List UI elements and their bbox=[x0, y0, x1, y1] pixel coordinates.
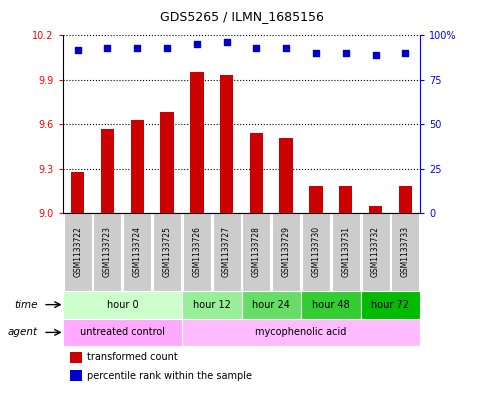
Point bbox=[74, 46, 82, 53]
Text: GSM1133725: GSM1133725 bbox=[163, 226, 171, 277]
Text: GSM1133728: GSM1133728 bbox=[252, 226, 261, 277]
FancyBboxPatch shape bbox=[272, 213, 300, 291]
Text: hour 72: hour 72 bbox=[371, 299, 410, 310]
Bar bbox=[182, 318, 420, 346]
FancyBboxPatch shape bbox=[362, 213, 389, 291]
FancyBboxPatch shape bbox=[302, 213, 330, 291]
Point bbox=[133, 45, 141, 51]
Text: agent: agent bbox=[8, 327, 38, 338]
Point bbox=[372, 52, 380, 58]
Bar bbox=[242, 291, 301, 318]
Bar bbox=[70, 352, 83, 363]
Text: GSM1133732: GSM1133732 bbox=[371, 226, 380, 277]
Bar bbox=[369, 206, 382, 213]
Bar bbox=[301, 291, 361, 318]
Point bbox=[193, 41, 201, 48]
Bar bbox=[309, 186, 323, 213]
Text: percentile rank within the sample: percentile rank within the sample bbox=[87, 371, 252, 381]
Text: transformed count: transformed count bbox=[87, 352, 178, 362]
Text: hour 24: hour 24 bbox=[252, 299, 290, 310]
FancyBboxPatch shape bbox=[94, 213, 121, 291]
FancyBboxPatch shape bbox=[123, 213, 151, 291]
Bar bbox=[63, 291, 182, 318]
Point bbox=[401, 50, 409, 56]
Point bbox=[223, 39, 230, 46]
Text: hour 12: hour 12 bbox=[193, 299, 231, 310]
Text: hour 0: hour 0 bbox=[107, 299, 138, 310]
Bar bbox=[70, 370, 83, 381]
Bar bbox=[182, 291, 242, 318]
FancyBboxPatch shape bbox=[213, 213, 241, 291]
Text: untreated control: untreated control bbox=[80, 327, 165, 338]
Text: GSM1133723: GSM1133723 bbox=[103, 226, 112, 277]
Bar bbox=[101, 129, 114, 213]
Bar bbox=[339, 186, 353, 213]
Point bbox=[104, 45, 112, 51]
Bar bbox=[130, 120, 144, 213]
Text: GSM1133729: GSM1133729 bbox=[282, 226, 291, 277]
FancyBboxPatch shape bbox=[183, 213, 211, 291]
Text: time: time bbox=[14, 299, 38, 310]
Text: GSM1133726: GSM1133726 bbox=[192, 226, 201, 277]
Text: mycophenolic acid: mycophenolic acid bbox=[256, 327, 347, 338]
Text: GDS5265 / ILMN_1685156: GDS5265 / ILMN_1685156 bbox=[159, 10, 324, 23]
Text: GSM1133722: GSM1133722 bbox=[73, 226, 82, 277]
FancyBboxPatch shape bbox=[242, 213, 270, 291]
FancyBboxPatch shape bbox=[64, 213, 92, 291]
Bar bbox=[280, 138, 293, 213]
FancyBboxPatch shape bbox=[391, 213, 419, 291]
FancyBboxPatch shape bbox=[332, 213, 360, 291]
Text: GSM1133731: GSM1133731 bbox=[341, 226, 350, 277]
Point bbox=[253, 45, 260, 51]
Point bbox=[282, 45, 290, 51]
Bar bbox=[398, 186, 412, 213]
Bar bbox=[250, 133, 263, 213]
Bar bbox=[71, 172, 85, 213]
Bar bbox=[190, 72, 203, 213]
Text: GSM1133730: GSM1133730 bbox=[312, 226, 320, 277]
Bar bbox=[160, 112, 174, 213]
Text: hour 48: hour 48 bbox=[312, 299, 350, 310]
Bar bbox=[63, 318, 182, 346]
Bar bbox=[220, 75, 233, 213]
Point bbox=[312, 50, 320, 56]
Text: GSM1133727: GSM1133727 bbox=[222, 226, 231, 277]
Point bbox=[163, 45, 171, 51]
Point bbox=[342, 50, 350, 56]
Bar bbox=[361, 291, 420, 318]
Text: GSM1133724: GSM1133724 bbox=[133, 226, 142, 277]
FancyBboxPatch shape bbox=[153, 213, 181, 291]
Text: GSM1133733: GSM1133733 bbox=[401, 226, 410, 277]
